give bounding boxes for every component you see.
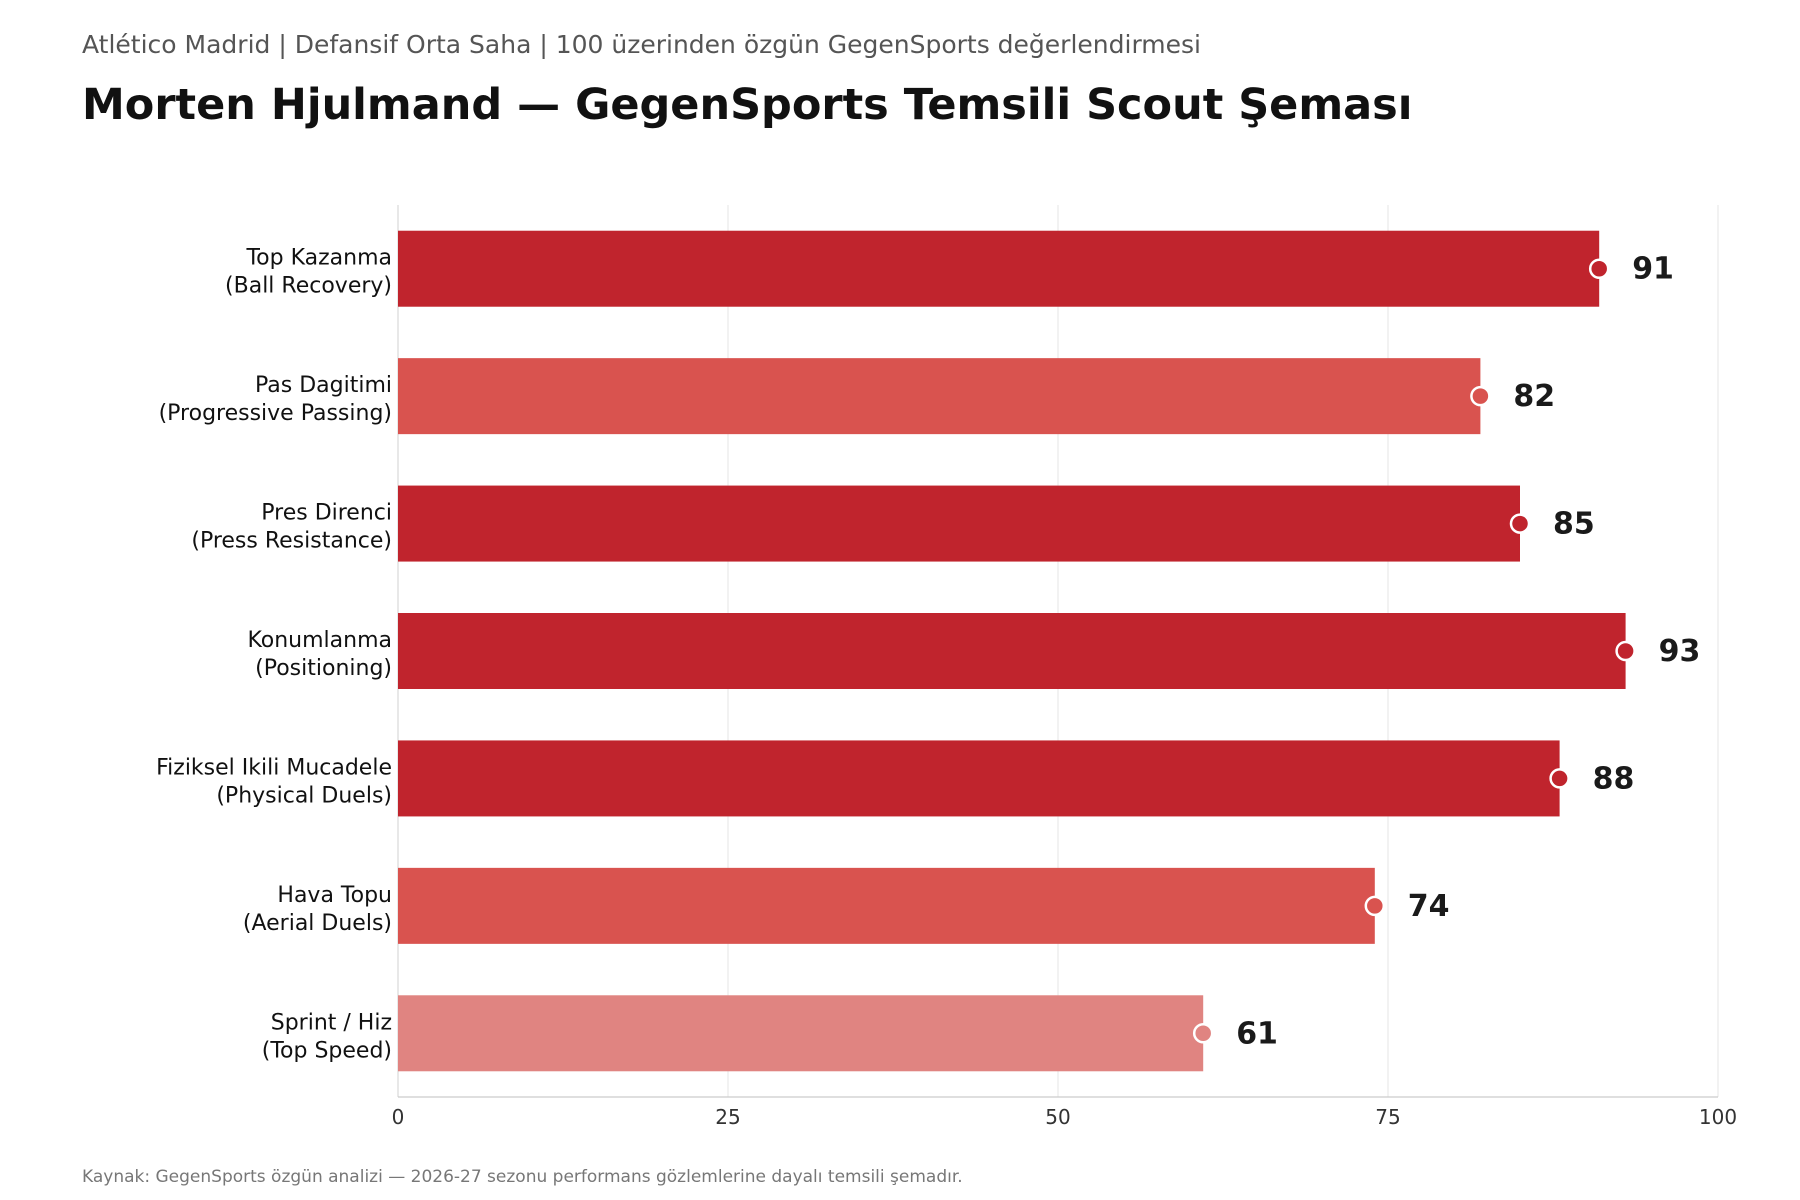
- y-tick-label-line: Pres Direnci: [261, 501, 392, 526]
- bar: [398, 358, 1481, 435]
- chart-subtitle: Atlético Madrid | Defansif Orta Saha | 1…: [82, 30, 1201, 59]
- y-tick-label: Hava Topu (Aerial Duels): [243, 883, 392, 936]
- y-tick-label-line: (Progressive Passing): [159, 401, 392, 426]
- data-label: 74: [1408, 889, 1450, 924]
- bar: [398, 485, 1520, 562]
- y-tick-label-line: Fiziksel Ikili Mucadele: [156, 755, 392, 780]
- bar: [398, 230, 1600, 307]
- bar: [398, 867, 1375, 944]
- bar-end-marker: [1509, 513, 1531, 534]
- data-label: 88: [1593, 761, 1635, 796]
- x-tick-label: 100: [1699, 1105, 1737, 1129]
- data-label: 61: [1236, 1016, 1278, 1051]
- bar-end-marker: [1364, 895, 1386, 917]
- bar-end-marker: [1588, 258, 1610, 279]
- x-tick-label: 0: [392, 1105, 405, 1129]
- y-tick-label-line: Top Kazanma: [245, 246, 392, 271]
- y-tick-label: Pas Dagitimi (Progressive Passing): [159, 373, 392, 426]
- y-tick-label: Fiziksel Ikili Mucadele (Physical Duels): [156, 755, 392, 808]
- y-tick-label-line: (Aerial Duels): [243, 911, 392, 936]
- data-label: 82: [1513, 379, 1555, 414]
- bar-end-marker: [1549, 768, 1570, 789]
- x-tick-label: 50: [1045, 1105, 1070, 1129]
- y-tick-label-line: Hava Topu: [277, 883, 392, 908]
- y-tick-label-line: (Top Speed): [262, 1038, 392, 1063]
- chart-title: Morten Hjulmand — GegenSports Temsili Sc…: [82, 80, 1413, 130]
- bar-end-marker: [1192, 1023, 1214, 1044]
- data-label: 91: [1632, 252, 1674, 287]
- y-tick-label: Konumlanma (Positioning): [247, 628, 392, 681]
- y-tick-label-line: (Ball Recovery): [225, 274, 392, 299]
- y-tick-label-line: Pas Dagitimi: [255, 373, 392, 398]
- y-tick-label-line: (Positioning): [255, 656, 392, 681]
- source-note: Kaynak: GegenSports özgün analizi — 2026…: [82, 1167, 963, 1187]
- bar: [398, 740, 1560, 817]
- x-tick-label: 25: [715, 1105, 740, 1129]
- y-tick-label-line: Sprint / Hiz: [271, 1010, 392, 1035]
- data-label: 85: [1553, 507, 1595, 542]
- bar: [398, 995, 1204, 1072]
- y-tick-label: Top Kazanma (Ball Recovery): [225, 246, 392, 299]
- y-tick-label-line: (Physical Duels): [216, 783, 392, 808]
- x-tick-label: 75: [1375, 1105, 1400, 1129]
- y-tick-label-line: Konumlanma: [247, 628, 392, 653]
- data-label: 93: [1659, 634, 1701, 669]
- y-tick-label: Pres Direnci (Press Resistance): [191, 501, 392, 554]
- bar: [398, 613, 1626, 689]
- bar-end-marker: [1615, 640, 1636, 662]
- y-tick-label-line: (Press Resistance): [191, 529, 392, 554]
- bar-end-marker: [1470, 385, 1491, 407]
- y-tick-label: Sprint / Hiz (Top Speed): [262, 1010, 392, 1063]
